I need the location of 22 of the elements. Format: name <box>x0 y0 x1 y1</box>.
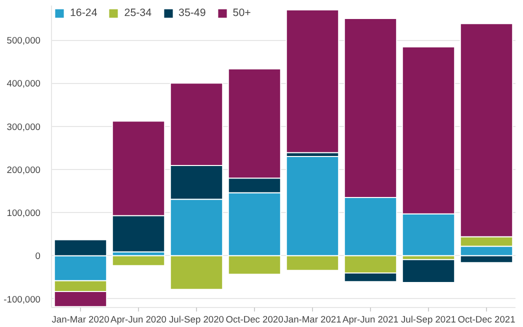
x-tick-label: Jan-Mar 2020 <box>52 314 110 324</box>
legend-label: 16-24 <box>70 7 98 19</box>
y-tick-label: 500,000 <box>6 36 41 46</box>
legend-label: 25-34 <box>124 7 152 19</box>
x-tick-label: Jul-Sep 2021 <box>401 314 456 324</box>
x-tick-label: Apr-Jun 2021 <box>342 314 399 324</box>
y-tick-label: -100,000 <box>4 294 41 304</box>
y-tick-label: 200,000 <box>6 164 41 175</box>
y-tick-label: 300,000 <box>6 122 41 132</box>
legend-label: 50+ <box>232 7 252 19</box>
x-tick-label: Jan-Mar 2021 <box>284 314 342 324</box>
y-tick-label: 100,000 <box>6 208 41 218</box>
x-tick-label: Oct-Dec 2020 <box>226 314 284 324</box>
legend-label: 35-49 <box>178 7 206 19</box>
bar <box>402 259 456 283</box>
bar <box>286 9 340 154</box>
x-tick-label: Oct-Dec 2021 <box>458 314 516 324</box>
y-tick-label: 0 <box>35 251 41 262</box>
x-tick-label: Apr-Jun 2020 <box>110 314 167 324</box>
x-tick-label: Jul-Sep 2020 <box>169 314 224 324</box>
bar <box>112 255 166 266</box>
y-tick-label: 400,000 <box>6 78 41 89</box>
